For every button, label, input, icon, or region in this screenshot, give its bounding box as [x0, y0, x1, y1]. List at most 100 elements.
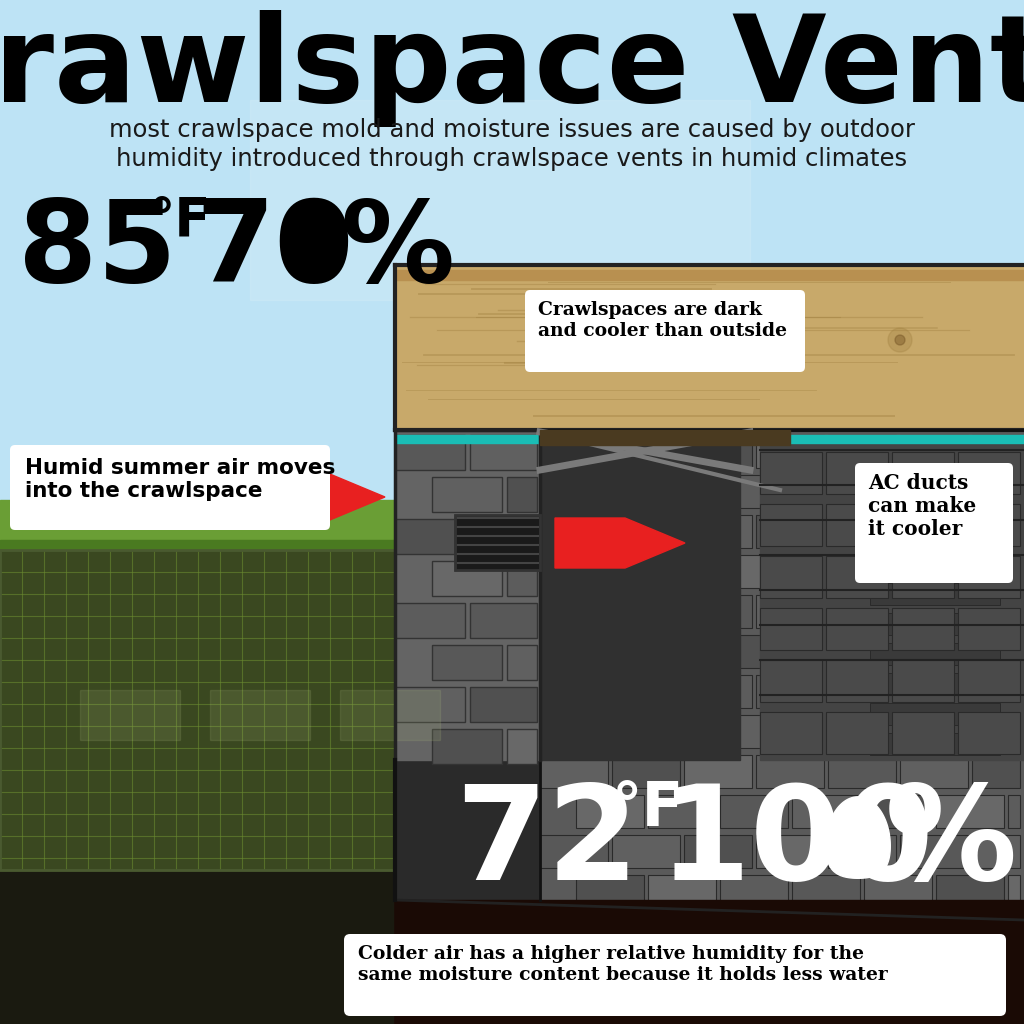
- Bar: [864, 635, 932, 668]
- FancyBboxPatch shape: [10, 445, 330, 530]
- Bar: [792, 635, 860, 668]
- Bar: [540, 675, 608, 708]
- Bar: [0, 870, 395, 1024]
- Polygon shape: [20, 468, 195, 526]
- Bar: [648, 635, 716, 668]
- Bar: [0, 540, 395, 550]
- Bar: [936, 475, 1004, 508]
- Bar: [720, 635, 788, 668]
- Bar: [1008, 475, 1020, 508]
- Bar: [760, 440, 1024, 760]
- Text: Crawlspace Vents: Crawlspace Vents: [0, 10, 1024, 127]
- Bar: [958, 504, 1020, 546]
- Bar: [870, 523, 1000, 545]
- Text: Humid summer air moves
into the crawlspace: Humid summer air moves into the crawlspa…: [25, 458, 336, 501]
- Bar: [612, 515, 680, 548]
- Bar: [760, 556, 822, 598]
- Bar: [507, 645, 537, 680]
- Polygon shape: [210, 468, 385, 526]
- Bar: [826, 712, 888, 754]
- Bar: [936, 635, 1004, 668]
- Bar: [575, 795, 644, 828]
- Bar: [900, 675, 968, 708]
- Bar: [395, 430, 540, 760]
- Bar: [575, 715, 644, 748]
- Bar: [432, 645, 502, 680]
- Bar: [972, 435, 1020, 468]
- Bar: [828, 755, 896, 788]
- Bar: [756, 595, 824, 628]
- Text: most crawlspace mold and moisture issues are caused by outdoor: most crawlspace mold and moisture issues…: [109, 118, 915, 142]
- Bar: [826, 556, 888, 598]
- Bar: [892, 556, 954, 598]
- Bar: [507, 477, 537, 512]
- Bar: [575, 475, 644, 508]
- Bar: [760, 712, 822, 754]
- Bar: [648, 555, 716, 588]
- Bar: [684, 515, 752, 548]
- Bar: [760, 504, 822, 546]
- Text: 70: 70: [195, 195, 353, 306]
- Bar: [395, 265, 1024, 430]
- Bar: [826, 504, 888, 546]
- Bar: [972, 595, 1020, 628]
- Bar: [870, 673, 1000, 695]
- Bar: [575, 874, 644, 908]
- Bar: [0, 500, 395, 550]
- Bar: [720, 715, 788, 748]
- Bar: [870, 733, 1000, 755]
- Bar: [612, 755, 680, 788]
- Bar: [828, 835, 896, 868]
- Bar: [432, 477, 502, 512]
- Bar: [972, 675, 1020, 708]
- Bar: [792, 475, 860, 508]
- Bar: [720, 475, 788, 508]
- Text: AC ducts
can make
it cooler: AC ducts can make it cooler: [868, 473, 976, 540]
- Bar: [936, 795, 1004, 828]
- Bar: [760, 608, 822, 650]
- Bar: [828, 435, 896, 468]
- Bar: [540, 755, 608, 788]
- Bar: [340, 690, 440, 740]
- Bar: [756, 755, 824, 788]
- Bar: [936, 555, 1004, 588]
- Bar: [395, 520, 540, 550]
- Bar: [864, 475, 932, 508]
- Bar: [648, 874, 716, 908]
- Bar: [612, 835, 680, 868]
- Bar: [870, 703, 1000, 725]
- Circle shape: [895, 335, 905, 345]
- Bar: [395, 900, 1024, 1024]
- Bar: [864, 795, 932, 828]
- Bar: [756, 515, 824, 548]
- Bar: [540, 430, 790, 445]
- Bar: [432, 561, 502, 596]
- Polygon shape: [289, 210, 343, 279]
- Bar: [470, 435, 537, 470]
- Bar: [648, 715, 716, 748]
- Bar: [792, 555, 860, 588]
- Bar: [612, 675, 680, 708]
- Polygon shape: [395, 900, 1024, 1024]
- Bar: [507, 561, 537, 596]
- FancyBboxPatch shape: [525, 290, 805, 372]
- Bar: [648, 475, 716, 508]
- Bar: [1008, 874, 1020, 908]
- Bar: [684, 835, 752, 868]
- Bar: [684, 675, 752, 708]
- Bar: [760, 452, 822, 494]
- Bar: [0, 550, 395, 870]
- Bar: [1008, 635, 1020, 668]
- Bar: [900, 835, 968, 868]
- Bar: [958, 452, 1020, 494]
- Bar: [0, 0, 1024, 580]
- Bar: [470, 603, 537, 638]
- Bar: [540, 430, 740, 760]
- Bar: [972, 835, 1020, 868]
- Bar: [540, 435, 608, 468]
- Bar: [612, 435, 680, 468]
- Bar: [958, 556, 1020, 598]
- Bar: [395, 270, 1024, 280]
- Bar: [828, 595, 896, 628]
- Bar: [958, 660, 1020, 702]
